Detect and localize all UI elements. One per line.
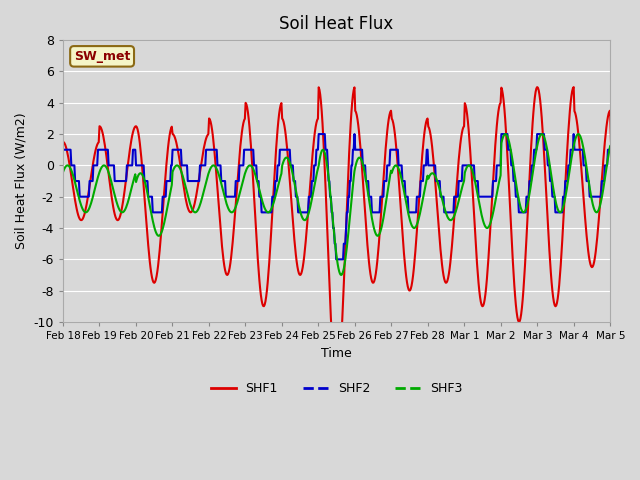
Y-axis label: Soil Heat Flux (W/m2): Soil Heat Flux (W/m2)	[15, 113, 28, 249]
X-axis label: Time: Time	[321, 347, 352, 360]
SHF2	[417, 178, 424, 184]
SHF2	[59, 147, 67, 153]
SHF1	[264, 279, 271, 285]
SHF3	[235, 194, 243, 200]
SHF1	[286, 178, 294, 183]
SHF2	[127, 163, 135, 168]
SHF1	[449, 235, 456, 240]
SHF1	[570, 84, 577, 90]
SHF1	[59, 139, 67, 145]
SHF1	[333, 382, 341, 387]
Text: SW_met: SW_met	[74, 50, 131, 63]
SHF3	[574, 131, 582, 137]
SHF2	[315, 131, 323, 137]
SHF1	[416, 184, 424, 190]
SHF3	[416, 211, 424, 216]
SHF3	[449, 216, 456, 222]
SHF2	[286, 147, 294, 153]
SHF2	[449, 209, 457, 215]
Line: SHF1: SHF1	[63, 87, 640, 384]
Line: SHF2: SHF2	[63, 134, 640, 259]
SHF3	[338, 272, 346, 278]
SHF3	[286, 160, 294, 166]
Legend: SHF1, SHF2, SHF3: SHF1, SHF2, SHF3	[205, 377, 468, 400]
SHF3	[127, 186, 135, 192]
SHF2	[264, 209, 271, 215]
Line: SHF3: SHF3	[63, 134, 640, 275]
Title: Soil Heat Flux: Soil Heat Flux	[280, 15, 394, 33]
SHF2	[332, 256, 340, 262]
SHF1	[127, 137, 135, 143]
SHF3	[264, 209, 271, 215]
SHF2	[235, 178, 243, 184]
SHF3	[59, 169, 67, 175]
SHF1	[235, 161, 243, 167]
